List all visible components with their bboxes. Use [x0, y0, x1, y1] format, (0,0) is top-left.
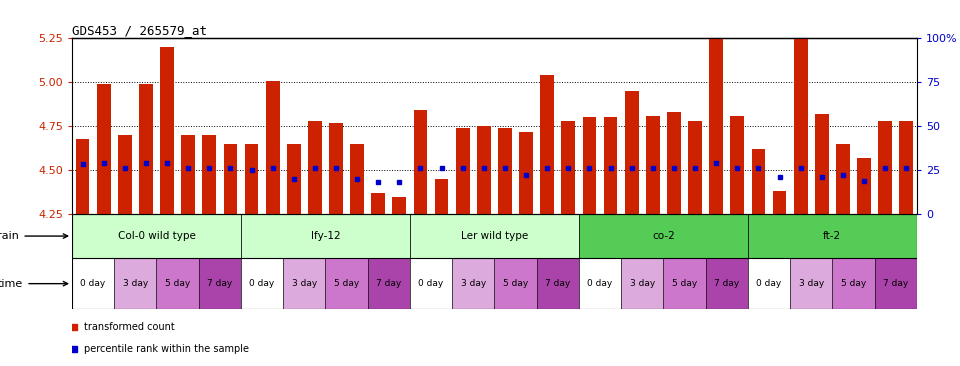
Bar: [139, 84, 153, 214]
Bar: [203, 135, 216, 214]
Bar: [752, 149, 765, 214]
Bar: [156, 258, 199, 309]
Text: 7 day: 7 day: [376, 279, 401, 288]
Text: time: time: [0, 279, 67, 289]
Bar: [794, 0, 807, 214]
Bar: [410, 258, 452, 309]
Bar: [452, 258, 494, 309]
Bar: [266, 81, 279, 214]
Bar: [97, 84, 110, 214]
Bar: [329, 123, 343, 214]
Bar: [579, 214, 748, 258]
Bar: [748, 258, 790, 309]
Text: lfy-12: lfy-12: [311, 231, 340, 241]
Bar: [114, 258, 156, 309]
Text: 0 day: 0 day: [81, 279, 106, 288]
Text: 3 day: 3 day: [123, 279, 148, 288]
Bar: [477, 126, 491, 214]
Bar: [579, 258, 621, 309]
Text: 3 day: 3 day: [461, 279, 486, 288]
Text: percentile rank within the sample: percentile rank within the sample: [84, 344, 249, 354]
Text: 7 day: 7 day: [207, 279, 232, 288]
Text: co-2: co-2: [652, 231, 675, 241]
Bar: [410, 214, 579, 258]
Bar: [435, 179, 448, 214]
Text: 0 day: 0 day: [419, 279, 444, 288]
Text: 0 day: 0 day: [756, 279, 781, 288]
Bar: [72, 258, 114, 309]
Bar: [325, 258, 368, 309]
Bar: [900, 121, 913, 214]
Bar: [494, 258, 537, 309]
Text: 0 day: 0 day: [588, 279, 612, 288]
Bar: [245, 144, 258, 214]
Text: 5 day: 5 day: [165, 279, 190, 288]
Bar: [562, 121, 575, 214]
Text: 5 day: 5 day: [334, 279, 359, 288]
Text: strain: strain: [0, 231, 67, 241]
Text: 3 day: 3 day: [630, 279, 655, 288]
Text: GDS453 / 265579_at: GDS453 / 265579_at: [72, 24, 207, 37]
Bar: [773, 191, 786, 214]
Bar: [540, 75, 554, 214]
Bar: [621, 258, 663, 309]
Bar: [287, 144, 300, 214]
Text: Col-0 wild type: Col-0 wild type: [117, 231, 196, 241]
Bar: [537, 258, 579, 309]
Bar: [706, 258, 748, 309]
Bar: [625, 91, 638, 214]
Bar: [393, 197, 406, 214]
Bar: [709, 0, 723, 214]
Bar: [350, 144, 364, 214]
Bar: [663, 258, 706, 309]
Bar: [181, 135, 195, 214]
Bar: [875, 258, 917, 309]
Bar: [667, 112, 681, 214]
Bar: [199, 258, 241, 309]
Text: 7 day: 7 day: [883, 279, 908, 288]
Text: Ler wild type: Ler wild type: [461, 231, 528, 241]
Bar: [72, 214, 241, 258]
Bar: [498, 128, 512, 214]
Text: 7 day: 7 day: [714, 279, 739, 288]
Text: 7 day: 7 day: [545, 279, 570, 288]
Text: 0 day: 0 day: [250, 279, 275, 288]
Bar: [241, 214, 410, 258]
Bar: [224, 144, 237, 214]
Bar: [241, 258, 283, 309]
Bar: [76, 139, 89, 214]
Bar: [160, 47, 174, 214]
Bar: [368, 258, 410, 309]
Bar: [731, 116, 744, 214]
Text: 5 day: 5 day: [841, 279, 866, 288]
Bar: [583, 117, 596, 214]
Bar: [283, 258, 325, 309]
Bar: [748, 214, 917, 258]
Text: ft-2: ft-2: [824, 231, 841, 241]
Bar: [456, 128, 469, 214]
Bar: [790, 258, 832, 309]
Bar: [372, 193, 385, 214]
Bar: [857, 158, 871, 214]
Bar: [878, 121, 892, 214]
Bar: [688, 121, 702, 214]
Text: 5 day: 5 day: [672, 279, 697, 288]
Text: 3 day: 3 day: [799, 279, 824, 288]
Bar: [646, 116, 660, 214]
Bar: [118, 135, 132, 214]
Text: transformed count: transformed count: [84, 322, 175, 332]
Text: 3 day: 3 day: [292, 279, 317, 288]
Bar: [832, 258, 875, 309]
Text: 5 day: 5 day: [503, 279, 528, 288]
Bar: [308, 121, 322, 214]
Bar: [519, 131, 533, 214]
Bar: [604, 117, 617, 214]
Bar: [815, 114, 828, 214]
Bar: [414, 111, 427, 214]
Bar: [836, 144, 850, 214]
